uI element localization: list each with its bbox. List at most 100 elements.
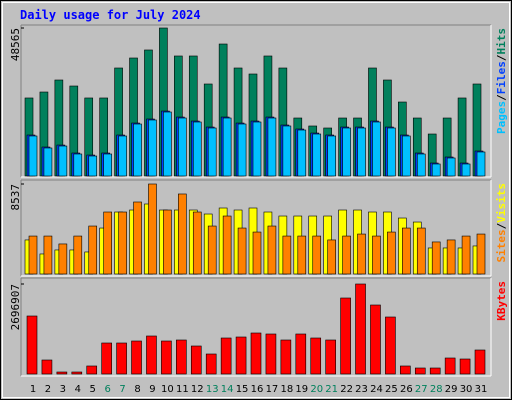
y-tick-label: 48565 xyxy=(9,28,22,61)
legend: KBytes xyxy=(495,281,508,321)
x-tick-label: 5 xyxy=(90,384,96,395)
bar xyxy=(207,127,217,177)
bar xyxy=(476,233,486,275)
x-tick-label: 28 xyxy=(430,384,443,395)
bar xyxy=(297,235,307,275)
bar xyxy=(178,193,187,275)
bar xyxy=(280,339,292,375)
bar xyxy=(459,358,471,375)
bar xyxy=(312,235,322,275)
x-tick-label: 14 xyxy=(221,384,234,395)
y-tick-label: 2696907 xyxy=(9,284,22,330)
x-tick-label: 29 xyxy=(445,384,458,395)
bar xyxy=(265,333,277,375)
bar xyxy=(237,123,247,177)
legend-separator: / xyxy=(495,222,508,229)
bar xyxy=(474,349,486,375)
bar xyxy=(431,241,441,275)
bar xyxy=(146,335,157,375)
bar xyxy=(416,153,426,177)
chart-title: Daily usage for July 2024 xyxy=(20,8,201,22)
bar xyxy=(222,117,232,177)
x-tick-label: 15 xyxy=(236,384,249,395)
bar xyxy=(235,336,247,375)
bar xyxy=(148,183,157,275)
bar xyxy=(357,233,366,275)
x-tick-label: 16 xyxy=(251,384,264,395)
bar xyxy=(355,283,366,375)
bar xyxy=(476,151,486,177)
bar xyxy=(58,145,68,177)
bar xyxy=(385,316,396,375)
legend-entry: Hits xyxy=(495,28,508,55)
bar xyxy=(429,367,441,375)
x-tick-label: 9 xyxy=(149,384,155,395)
bar xyxy=(26,315,38,375)
bar xyxy=(163,111,172,177)
legend: Pages/Files/Hits xyxy=(495,28,508,134)
bar xyxy=(431,163,441,177)
bar xyxy=(88,155,98,177)
bar xyxy=(86,365,98,375)
bar xyxy=(310,337,322,375)
bar xyxy=(446,157,456,177)
bar xyxy=(340,297,351,375)
bar xyxy=(207,225,217,275)
x-tick-label: 24 xyxy=(370,384,383,395)
bar xyxy=(312,133,322,177)
bar xyxy=(402,135,411,177)
x-tick-label: 2 xyxy=(45,384,51,395)
bar xyxy=(118,135,127,177)
bar xyxy=(192,121,202,177)
bar xyxy=(116,342,127,375)
legend-entry: Pages xyxy=(495,101,508,134)
x-tick-label: 21 xyxy=(325,384,338,395)
x-tick-label: 30 xyxy=(460,384,473,395)
bar xyxy=(133,201,142,275)
bar xyxy=(161,340,172,375)
bar xyxy=(41,359,53,375)
x-tick-label: 4 xyxy=(75,384,81,395)
bar xyxy=(252,121,262,177)
bar xyxy=(444,357,456,375)
bar xyxy=(402,227,411,275)
bar xyxy=(73,153,83,177)
bar xyxy=(101,342,112,375)
bar xyxy=(131,340,142,375)
bar xyxy=(190,345,202,375)
bar xyxy=(267,117,277,177)
x-tick-label: 17 xyxy=(266,384,279,395)
x-tick-label: 13 xyxy=(206,384,219,395)
bar xyxy=(220,337,232,375)
bar xyxy=(357,127,366,177)
bar xyxy=(267,225,277,275)
bar xyxy=(28,135,38,177)
bar xyxy=(71,371,83,375)
bar xyxy=(295,333,307,375)
x-tick-label: 6 xyxy=(104,384,110,395)
bar xyxy=(327,239,336,275)
bar xyxy=(163,209,172,275)
bar xyxy=(387,127,396,177)
bar xyxy=(176,339,187,375)
x-tick-label: 20 xyxy=(310,384,323,395)
legend-entry: KBytes xyxy=(495,281,508,321)
bar xyxy=(43,147,53,177)
x-tick-label: 26 xyxy=(400,384,413,395)
x-tick-label: 27 xyxy=(415,384,428,395)
bar xyxy=(342,127,351,177)
bar xyxy=(282,125,292,177)
bar xyxy=(148,119,157,177)
x-tick-label: 1 xyxy=(30,384,36,395)
bar xyxy=(118,211,127,275)
bar xyxy=(205,353,217,375)
x-tick-label: 19 xyxy=(295,384,308,395)
bar xyxy=(28,235,38,275)
bar xyxy=(103,211,112,275)
bar xyxy=(446,239,456,275)
bar xyxy=(103,153,112,177)
bar xyxy=(56,371,68,375)
